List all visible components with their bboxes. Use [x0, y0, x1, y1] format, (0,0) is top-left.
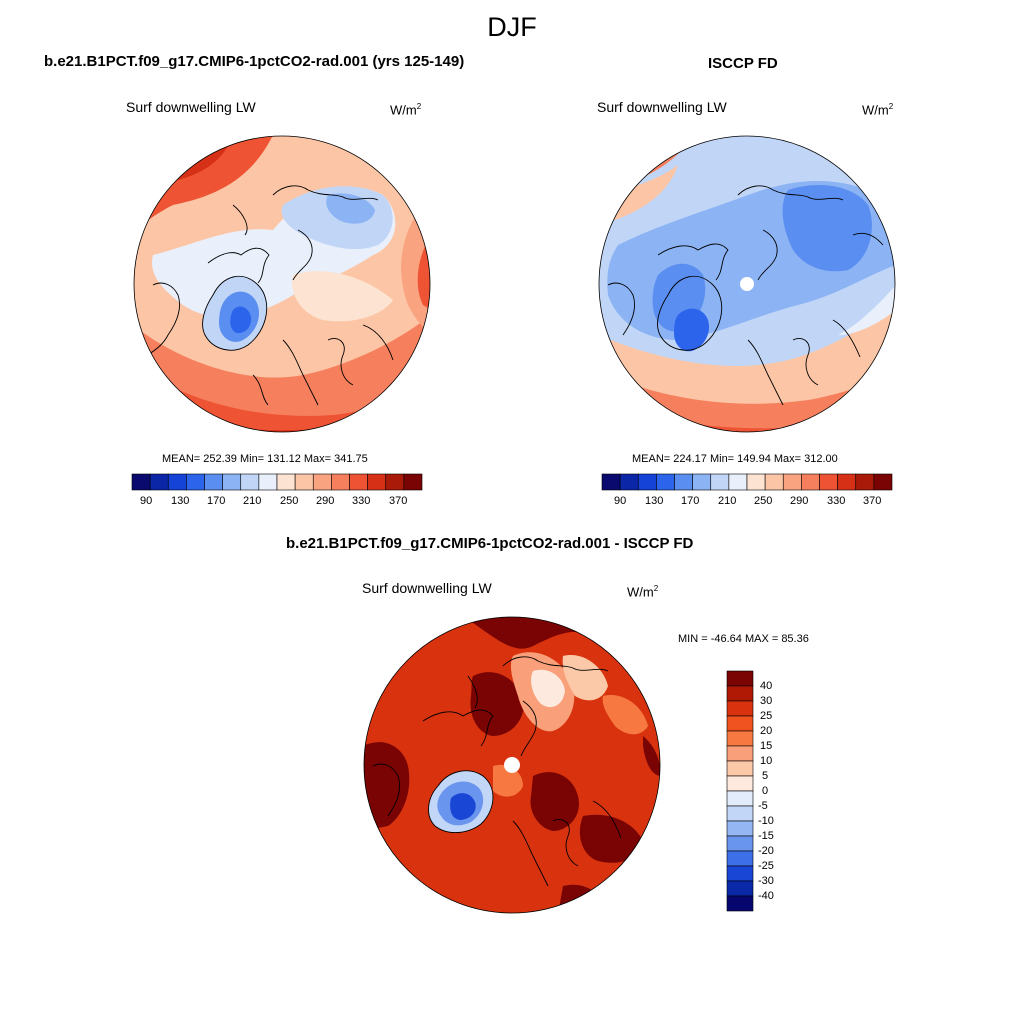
colorbar-swatch: [131, 473, 151, 491]
colorbar-label: 330: [827, 495, 846, 507]
panel-title-obs: ISCCP FD: [708, 55, 778, 72]
colorbar-swatch: [692, 473, 712, 491]
colorbar-label: 370: [863, 495, 882, 507]
colorbar-label: -20: [758, 845, 774, 857]
colorbar-swatch: [764, 473, 784, 491]
colorbar-label: 210: [718, 495, 737, 507]
colorbar-swatch: [710, 473, 730, 491]
colorbar-swatch: [186, 473, 205, 491]
colorbar-swatch: [726, 775, 754, 792]
units-label-obs: W/m2: [862, 102, 894, 118]
colorbar-label: -25: [758, 860, 774, 872]
colorbar-label: 290: [790, 495, 809, 507]
polar-map-model: [133, 135, 431, 433]
colorbar-label: -15: [758, 830, 774, 842]
colorbar-swatch: [222, 473, 242, 491]
colorbar-swatch: [312, 473, 332, 491]
colorbar-swatch: [726, 850, 754, 867]
colorbar-label: 170: [681, 495, 700, 507]
colorbar-label: 250: [280, 495, 299, 507]
colorbar-label: 20: [760, 725, 773, 737]
colorbar-swatch: [746, 473, 766, 491]
colorbar-label: 370: [389, 495, 408, 507]
colorbar-swatch: [726, 805, 754, 822]
stats-obs: MEAN= 224.17 Min= 149.94 Max= 312.00: [632, 453, 838, 465]
colorbar-label: -40: [758, 890, 774, 902]
colorbar-swatch: [619, 473, 639, 491]
colorbar-swatch: [367, 473, 387, 491]
variable-label-obs: Surf downwelling LW: [597, 99, 727, 115]
colorbar-swatch: [726, 715, 754, 732]
colorbar-swatch: [276, 473, 296, 491]
units-label-model: W/m2: [390, 102, 422, 118]
colorbar-label: 210: [243, 495, 262, 507]
stats-model: MEAN= 252.39 Min= 131.12 Max= 341.75: [162, 453, 368, 465]
colorbar-label: 30: [760, 695, 773, 707]
colorbar-label: 250: [754, 495, 773, 507]
units-label-diff: W/m2: [627, 584, 659, 600]
colorbar-swatch: [637, 473, 657, 491]
colorbar-swatch: [801, 473, 820, 491]
colorbar-label: 170: [207, 495, 226, 507]
colorbar-swatch: [726, 895, 754, 912]
polar-map-obs: [598, 135, 896, 433]
colorbar-diff: [726, 670, 754, 912]
stats-diff: MIN = -46.64 MAX = 85.36: [678, 633, 809, 645]
colorbar-swatch: [385, 473, 405, 491]
colorbar-swatch: [726, 790, 754, 807]
panel-title-diff: b.e21.B1PCT.f09_g17.CMIP6-1pctCO2-rad.00…: [286, 535, 694, 552]
colorbar-swatch: [837, 473, 857, 491]
polar-map-diff: [363, 616, 661, 914]
panel-title-model: b.e21.B1PCT.f09_g17.CMIP6-1pctCO2-rad.00…: [44, 53, 465, 70]
colorbar-obs: [601, 473, 893, 491]
colorbar-label: 130: [171, 495, 190, 507]
colorbar-swatch: [403, 473, 423, 491]
colorbar-swatch: [294, 473, 314, 491]
colorbar-swatch: [726, 820, 754, 837]
colorbar-label: -30: [758, 875, 774, 887]
colorbar-label: 330: [352, 495, 371, 507]
colorbar-swatch: [331, 473, 350, 491]
colorbar-swatch: [726, 670, 754, 687]
variable-label-model: Surf downwelling LW: [126, 99, 256, 115]
colorbar-swatch: [726, 880, 754, 897]
colorbar-swatch: [726, 760, 754, 777]
colorbar-label: 10: [760, 755, 773, 767]
colorbar-swatch: [726, 835, 754, 852]
colorbar-swatch: [674, 473, 693, 491]
colorbar-swatch: [240, 473, 260, 491]
colorbar-swatch: [601, 473, 621, 491]
colorbar-label: -10: [758, 815, 774, 827]
colorbar-label: 290: [316, 495, 335, 507]
variable-label-diff: Surf downwelling LW: [362, 580, 492, 596]
colorbar-swatch: [726, 685, 754, 702]
colorbar-swatch: [204, 473, 223, 491]
colorbar-swatch: [258, 473, 278, 491]
colorbar-label: 90: [140, 495, 153, 507]
colorbar-model: [131, 473, 423, 491]
colorbar-swatch: [726, 865, 754, 882]
colorbar-swatch: [819, 473, 838, 491]
colorbar-swatch: [782, 473, 802, 491]
colorbar-label: 90: [614, 495, 627, 507]
colorbar-swatch: [726, 700, 754, 717]
colorbar-label: 15: [760, 740, 773, 752]
colorbar-swatch: [349, 473, 368, 491]
colorbar-swatch: [726, 730, 754, 747]
page-title: DJF: [487, 12, 537, 42]
colorbar-swatch: [149, 473, 169, 491]
colorbar-label: 25: [760, 710, 773, 722]
colorbar-label: 0: [762, 785, 769, 797]
colorbar-label: 5: [762, 770, 769, 782]
colorbar-swatch: [167, 473, 187, 491]
colorbar-label: 40: [760, 680, 773, 692]
colorbar-swatch: [728, 473, 748, 491]
colorbar-swatch: [873, 473, 893, 491]
colorbar-swatch: [726, 745, 754, 762]
colorbar-swatch: [656, 473, 675, 491]
colorbar-swatch: [855, 473, 875, 491]
colorbar-label: -5: [758, 800, 768, 812]
colorbar-label: 130: [645, 495, 664, 507]
